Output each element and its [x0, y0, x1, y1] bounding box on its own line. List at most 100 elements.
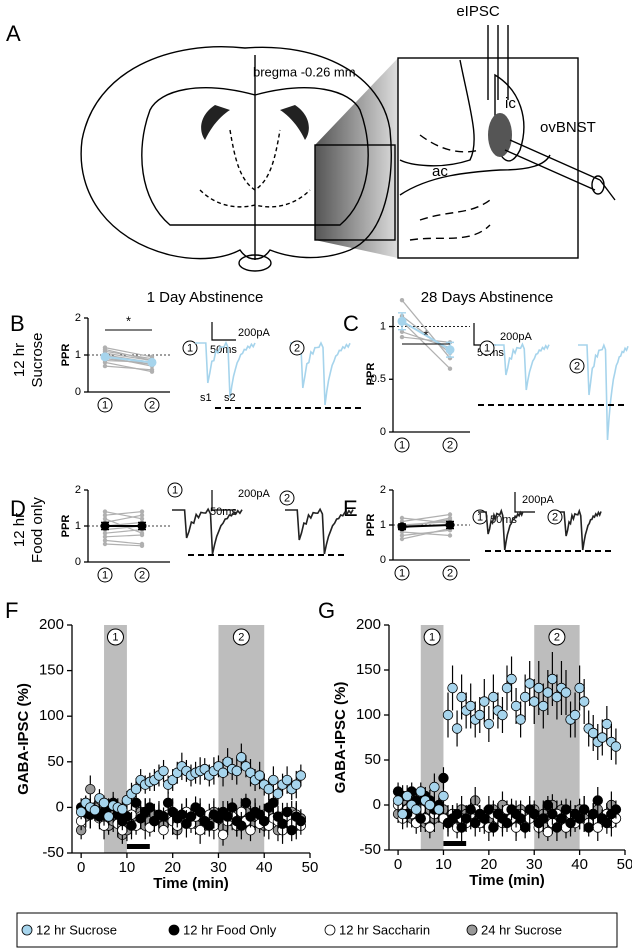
y-axis-label: GABA-IPSC (%)	[332, 682, 349, 794]
scale-bar	[211, 322, 236, 341]
y-tick-label: -50	[359, 841, 381, 858]
y-tick-label: 0	[380, 554, 386, 566]
data-point	[501, 817, 513, 829]
individual-point	[399, 297, 405, 303]
label-circle	[569, 358, 585, 374]
individual-point	[399, 329, 405, 335]
individual-line	[104, 361, 153, 373]
y-tick-label: 200	[356, 616, 381, 633]
zoom-box-small	[314, 144, 396, 241]
legend-label: 12 hr Saccharin	[339, 922, 430, 937]
epoch-band	[104, 625, 127, 853]
electrode-label: eIPSC	[456, 3, 500, 20]
y-tick-label: 2	[380, 484, 386, 496]
data-point	[286, 825, 297, 836]
x-tick-label: 0	[394, 856, 402, 873]
s-label: s2	[224, 392, 236, 404]
label-circle	[547, 509, 563, 525]
label-circle	[167, 482, 183, 498]
mean-point	[137, 521, 147, 531]
circled-label: 1	[484, 342, 490, 354]
y-tick-label: 100	[39, 707, 64, 724]
mean-point	[397, 316, 407, 326]
individual-point	[102, 541, 108, 547]
data-point	[560, 687, 572, 698]
bregma-label: bregma -0.26 mm	[253, 64, 356, 79]
circled-label: 1	[399, 567, 405, 579]
structure	[199, 189, 311, 208]
row-label: 12 hr	[11, 343, 28, 377]
data-point	[263, 783, 275, 795]
label-circle	[279, 490, 295, 506]
data-point	[281, 806, 293, 818]
data-point	[272, 788, 284, 799]
data-point	[515, 813, 526, 824]
data-point	[176, 809, 188, 820]
label-circle	[144, 397, 160, 413]
data-point	[194, 825, 206, 836]
data-point	[569, 709, 581, 721]
current-trace	[556, 508, 602, 551]
data-point	[588, 808, 599, 820]
individual-point	[447, 533, 453, 538]
circled-label: 1	[399, 439, 405, 451]
circled-label: 1	[429, 631, 435, 643]
data-point	[592, 822, 603, 833]
data-point	[89, 804, 101, 816]
individual-point	[102, 347, 108, 352]
scale-label: 200pA	[500, 331, 532, 343]
circled-label: 1	[477, 511, 483, 523]
brain-diagram: bregma -0.26 mm eIPSC ic ovBNST ac	[80, 3, 616, 272]
individual-point	[102, 534, 108, 539]
x-tick-label: 10	[435, 856, 452, 873]
label-circle	[442, 565, 458, 581]
individual-line	[401, 320, 451, 370]
label-circle	[232, 628, 250, 646]
ventricle-left	[201, 105, 230, 140]
x-tick-label: 40	[256, 859, 273, 876]
circled-label: 1	[102, 399, 108, 411]
significance-label: *	[423, 327, 428, 342]
data-point	[565, 817, 576, 829]
data-point	[578, 804, 590, 815]
y-tick-label: -50	[42, 844, 64, 861]
individual-point	[139, 509, 145, 514]
y-tick-label: 0	[56, 798, 64, 815]
data-point	[126, 820, 137, 831]
individual-point	[139, 516, 145, 521]
data-point	[295, 770, 307, 781]
data-point	[204, 820, 215, 831]
data-point	[451, 723, 463, 734]
data-point	[556, 813, 567, 824]
data-point	[415, 813, 426, 824]
current-trace	[290, 341, 351, 406]
data-point	[510, 700, 522, 712]
data-point	[542, 799, 554, 811]
y-tick-label: 0.5	[371, 373, 386, 385]
row-label: 12 hr	[11, 513, 28, 547]
data-point	[497, 709, 508, 721]
individual-point	[149, 367, 155, 372]
data-point	[103, 811, 114, 822]
data-point	[401, 790, 413, 802]
individual-line	[104, 534, 143, 538]
individual-point	[399, 334, 405, 340]
data-point	[529, 696, 540, 707]
individual-line	[104, 511, 143, 516]
data-point	[85, 783, 96, 795]
individual-point	[102, 516, 108, 521]
data-point	[551, 691, 563, 703]
data-point	[194, 806, 206, 818]
legend-marker	[466, 924, 478, 936]
zoom-cone	[315, 58, 398, 258]
data-point	[547, 808, 558, 820]
data-point	[130, 783, 142, 795]
s-label: s1	[200, 392, 212, 404]
individual-point	[139, 541, 145, 547]
data-point	[295, 815, 307, 827]
label-circle	[97, 397, 113, 413]
y-tick-label: 50	[47, 753, 64, 770]
data-point	[438, 790, 449, 802]
scale-label: 200pA	[238, 488, 270, 500]
individual-point	[102, 538, 108, 543]
